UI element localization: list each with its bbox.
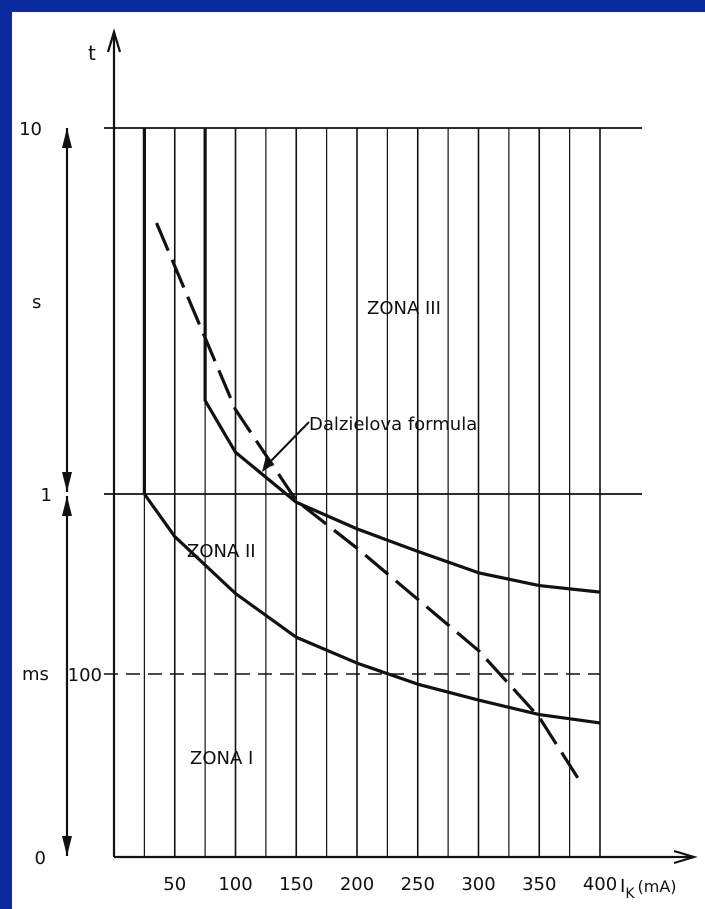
curve-dalziel — [155, 222, 584, 786]
y-tick-label: 10 — [19, 119, 42, 140]
x-tick-label: 400 — [583, 874, 617, 895]
y-unit-lower: ms — [22, 664, 49, 685]
chart-frame: 50 100 150 200 250 300 350 400 10 1 100 0 t s ms IK… — [12, 12, 705, 909]
y-axis-title: t — [88, 41, 96, 65]
chart: 50 100 150 200 250 300 350 400 10 1 100 0 t s ms IK… — [19, 28, 698, 902]
y-tick-label: 100 — [68, 665, 102, 686]
x-axis-title-sub: K — [625, 886, 635, 902]
x-axis-title-main: I — [620, 876, 625, 897]
y-axis-arrow — [106, 28, 122, 53]
x-tick-label: 250 — [401, 874, 435, 895]
zone-2-label: ZONA II — [187, 541, 256, 562]
dalziel-leader-arrowhead — [262, 456, 274, 472]
axes — [65, 28, 698, 865]
curve-boundary-1-2 — [142, 128, 601, 725]
tick-labels: 50 100 150 200 250 300 350 400 10 1 100 0 — [19, 119, 617, 895]
grid — [104, 127, 642, 857]
x-tick-label: 50 — [163, 874, 186, 895]
zone-1-label: ZONA I — [190, 748, 253, 769]
y-tick-label: 1 — [41, 485, 52, 506]
x-axis-title: IK (mA) — [620, 876, 677, 902]
x-axis-arrow — [673, 849, 698, 865]
x-tick-label: 300 — [461, 874, 495, 895]
x-tick-label: 150 — [279, 874, 313, 895]
curve-boundary-2-3 — [203, 128, 601, 594]
dalziel-label: Dalzielova formula — [309, 414, 477, 435]
y-tick-label: 0 — [35, 848, 46, 869]
x-tick-label: 200 — [340, 874, 374, 895]
zone-3-label: ZONA III — [367, 298, 441, 319]
x-tick-label: 350 — [522, 874, 556, 895]
range-arrow-heads — [62, 128, 72, 856]
dalziel-leader — [269, 421, 310, 463]
y-unit-upper: s — [32, 292, 41, 313]
x-tick-label: 100 — [218, 874, 252, 895]
labels: t s ms IK (mA) ZONA III ZONA II ZONA I Da… — [22, 41, 677, 902]
x-axis-unit: (mA) — [638, 877, 677, 896]
curves — [142, 128, 601, 786]
